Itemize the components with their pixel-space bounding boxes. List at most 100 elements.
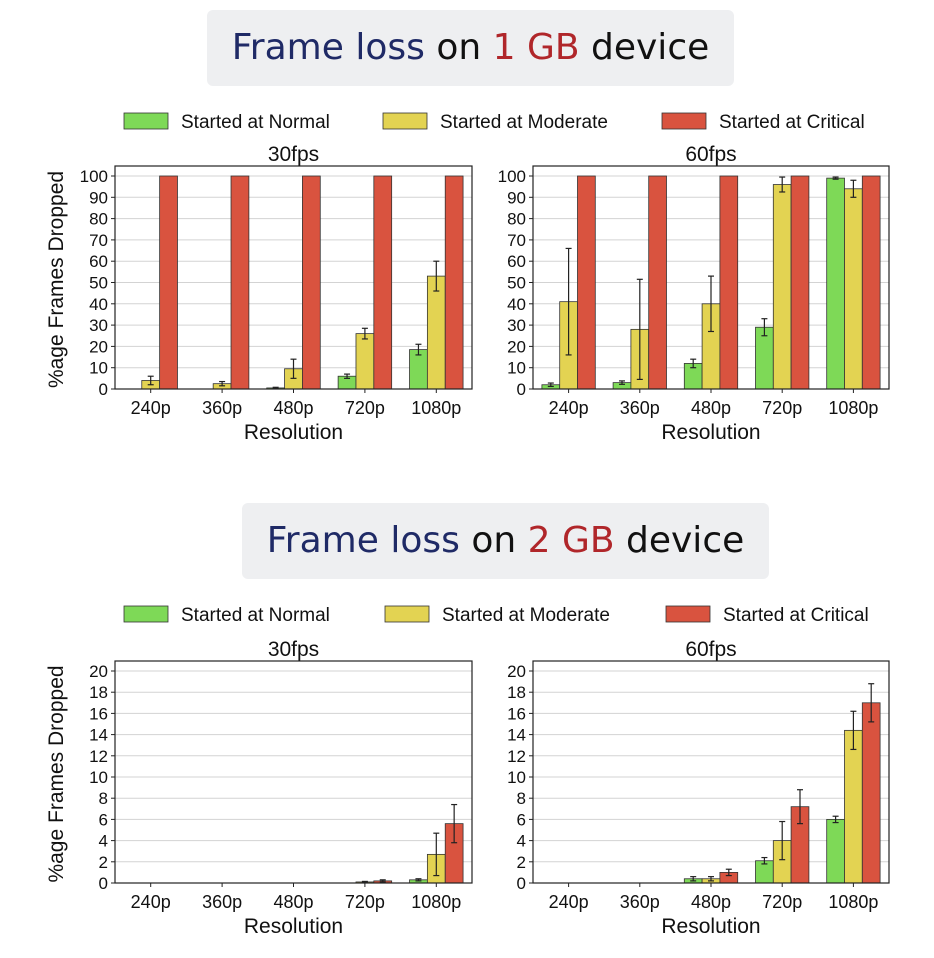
- y-tick-label: 12: [507, 747, 526, 766]
- chart-1: 240p 360p 480p 720p 1080p 0 10 20 30 40 50 60 70 80 90…: [498, 143, 890, 444]
- x-axis-label: Resolution: [661, 915, 760, 938]
- y-tick-label: 100: [498, 167, 526, 186]
- bar: [230, 175, 250, 390]
- y-tick-label: 30: [89, 316, 108, 335]
- plot-frame: [532, 660, 890, 884]
- title-part-on: on: [424, 27, 493, 68]
- y-tick-label: 30: [507, 316, 526, 335]
- y-tick-label: 80: [507, 210, 526, 229]
- legend-swatch-0: [123, 112, 169, 130]
- x-tick-label: 480p: [691, 398, 731, 418]
- bar: [861, 175, 881, 390]
- legend-label: Started at Normal: [181, 605, 330, 626]
- y-tick-label: 0: [517, 874, 526, 893]
- y-tick-label: 8: [517, 789, 526, 808]
- legend-label: Started at Moderate: [442, 605, 610, 626]
- legend-swatch-2: [665, 605, 711, 623]
- x-tick-label: 720p: [345, 398, 385, 418]
- x-tick-label: 360p: [620, 398, 660, 418]
- y-tick-label: 40: [89, 295, 108, 314]
- x-axis-label: Resolution: [661, 421, 760, 444]
- y-tick-label: 14: [507, 726, 526, 745]
- y-tick-label: 70: [89, 231, 108, 250]
- y-tick-label: 20: [89, 337, 108, 356]
- plot-frame: [532, 165, 890, 390]
- y-tick-label: 50: [507, 274, 526, 293]
- legend-label: Started at Normal: [181, 112, 330, 133]
- bar: [790, 175, 810, 390]
- chart-3: 240p 360p 480p 720p 1080p 0 2 4 6 8 10 12 14 16 18 20 60…: [507, 638, 890, 938]
- y-axis-label: %age Frames Dropped: [45, 171, 68, 388]
- y-tick-label: 10: [89, 359, 108, 378]
- bar: [826, 819, 845, 884]
- y-tick-label: 10: [507, 359, 526, 378]
- y-tick-label: 70: [507, 231, 526, 250]
- bar: [426, 275, 446, 390]
- section-title-2gb: Frame loss on 2 GB device: [242, 503, 769, 579]
- x-tick-label: 360p: [202, 398, 242, 418]
- x-tick-label: 1080p: [411, 892, 461, 912]
- chart-title: 60fps: [685, 143, 736, 166]
- legend-label: Started at Moderate: [440, 112, 608, 133]
- y-tick-label: 8: [99, 789, 108, 808]
- bar: [719, 175, 739, 390]
- chart-title: 60fps: [685, 638, 736, 661]
- bar: [648, 175, 667, 390]
- y-tick-label: 18: [89, 683, 108, 702]
- x-tick-label: 360p: [202, 892, 242, 912]
- y-tick-label: 0: [99, 380, 108, 399]
- plot-frame: [114, 165, 473, 390]
- x-tick-label: 1080p: [828, 892, 878, 912]
- y-tick-label: 80: [89, 210, 108, 229]
- x-tick-label: 480p: [691, 892, 731, 912]
- legend-swatch-2: [661, 112, 707, 130]
- title-part-memory: 1 GB: [492, 27, 580, 68]
- y-tick-label: 16: [507, 704, 526, 723]
- x-tick-label: 480p: [273, 398, 313, 418]
- bar: [861, 702, 881, 884]
- y-tick-label: 18: [507, 683, 526, 702]
- chart-2: 240p 360p 480p 720p 1080p 0 2 4 6 8 10 12 14 16 18 20 30…: [45, 638, 473, 938]
- y-tick-label: 4: [99, 832, 108, 851]
- bar: [444, 175, 464, 390]
- x-tick-label: 240p: [549, 892, 589, 912]
- y-tick-label: 2: [517, 853, 526, 872]
- y-tick-label: 60: [507, 252, 526, 271]
- bar: [826, 177, 845, 390]
- section-title-1gb: Frame loss on 1 GB device: [207, 10, 734, 86]
- y-tick-label: 20: [89, 662, 108, 681]
- chart-title: 30fps: [268, 143, 319, 166]
- y-tick-label: 100: [80, 167, 108, 186]
- legend-swatch-1: [382, 112, 428, 130]
- y-axis-label: %age Frames Dropped: [45, 665, 68, 882]
- y-tick-label: 6: [99, 810, 108, 829]
- y-tick-label: 12: [89, 747, 108, 766]
- bar: [373, 175, 393, 390]
- title-part-memory: 2 GB: [527, 520, 615, 561]
- y-tick-label: 90: [507, 188, 526, 207]
- bar: [844, 188, 863, 390]
- x-tick-label: 720p: [762, 398, 802, 418]
- x-tick-label: 720p: [345, 892, 385, 912]
- y-tick-label: 10: [89, 768, 108, 787]
- x-tick-label: 360p: [620, 892, 660, 912]
- plot-frame: [114, 660, 473, 884]
- x-tick-label: 480p: [273, 892, 313, 912]
- y-tick-label: 2: [99, 853, 108, 872]
- y-tick-label: 20: [507, 662, 526, 681]
- title-part-device: device: [614, 520, 745, 561]
- title-part-device: device: [579, 27, 710, 68]
- y-tick-label: 10: [507, 768, 526, 787]
- title-part-frame-loss: Frame loss: [231, 27, 425, 68]
- chart-0: 240p 360p 480p 720p 1080p 0 10 20 30 40 50 60 70 80 90…: [45, 143, 473, 444]
- y-tick-label: 4: [517, 832, 526, 851]
- bar: [355, 333, 375, 390]
- x-tick-label: 240p: [131, 892, 171, 912]
- x-tick-label: 240p: [549, 398, 589, 418]
- bar: [159, 175, 178, 390]
- y-tick-label: 6: [517, 810, 526, 829]
- legend: Started at Normal Started at Moderate Star…: [123, 605, 869, 626]
- y-tick-label: 0: [517, 380, 526, 399]
- y-tick-label: 60: [89, 252, 108, 271]
